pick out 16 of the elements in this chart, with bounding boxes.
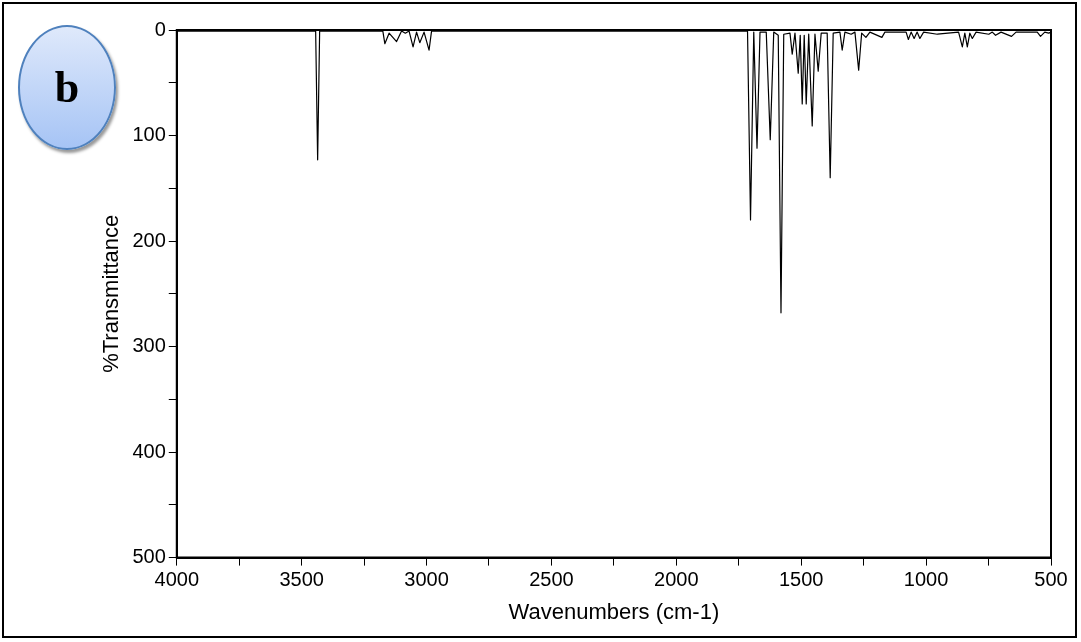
y-tick-label: 0	[154, 17, 166, 40]
x-tick-label: 2500	[529, 568, 574, 591]
x-tick-label: 1000	[903, 568, 949, 591]
x-tick-label: 500	[1034, 568, 1068, 591]
y-tick-label: 300	[132, 334, 166, 357]
x-axis-title: Wavenumbers (cm-1)	[508, 598, 720, 624]
y-tick-label: 400	[132, 439, 166, 462]
x-tick-label: 3500	[279, 568, 324, 591]
x-tick-label: 4000	[154, 568, 200, 591]
y-tick-label: 200	[132, 228, 166, 251]
y-tick-label: 500	[132, 545, 166, 568]
y-tick-label: 100	[132, 123, 166, 146]
x-tick-label: 1500	[778, 568, 824, 591]
x-tick-label: 3000	[404, 568, 449, 591]
y-axis-title: %Transmittance	[98, 214, 124, 373]
x-tick-label: 2000	[654, 568, 699, 591]
